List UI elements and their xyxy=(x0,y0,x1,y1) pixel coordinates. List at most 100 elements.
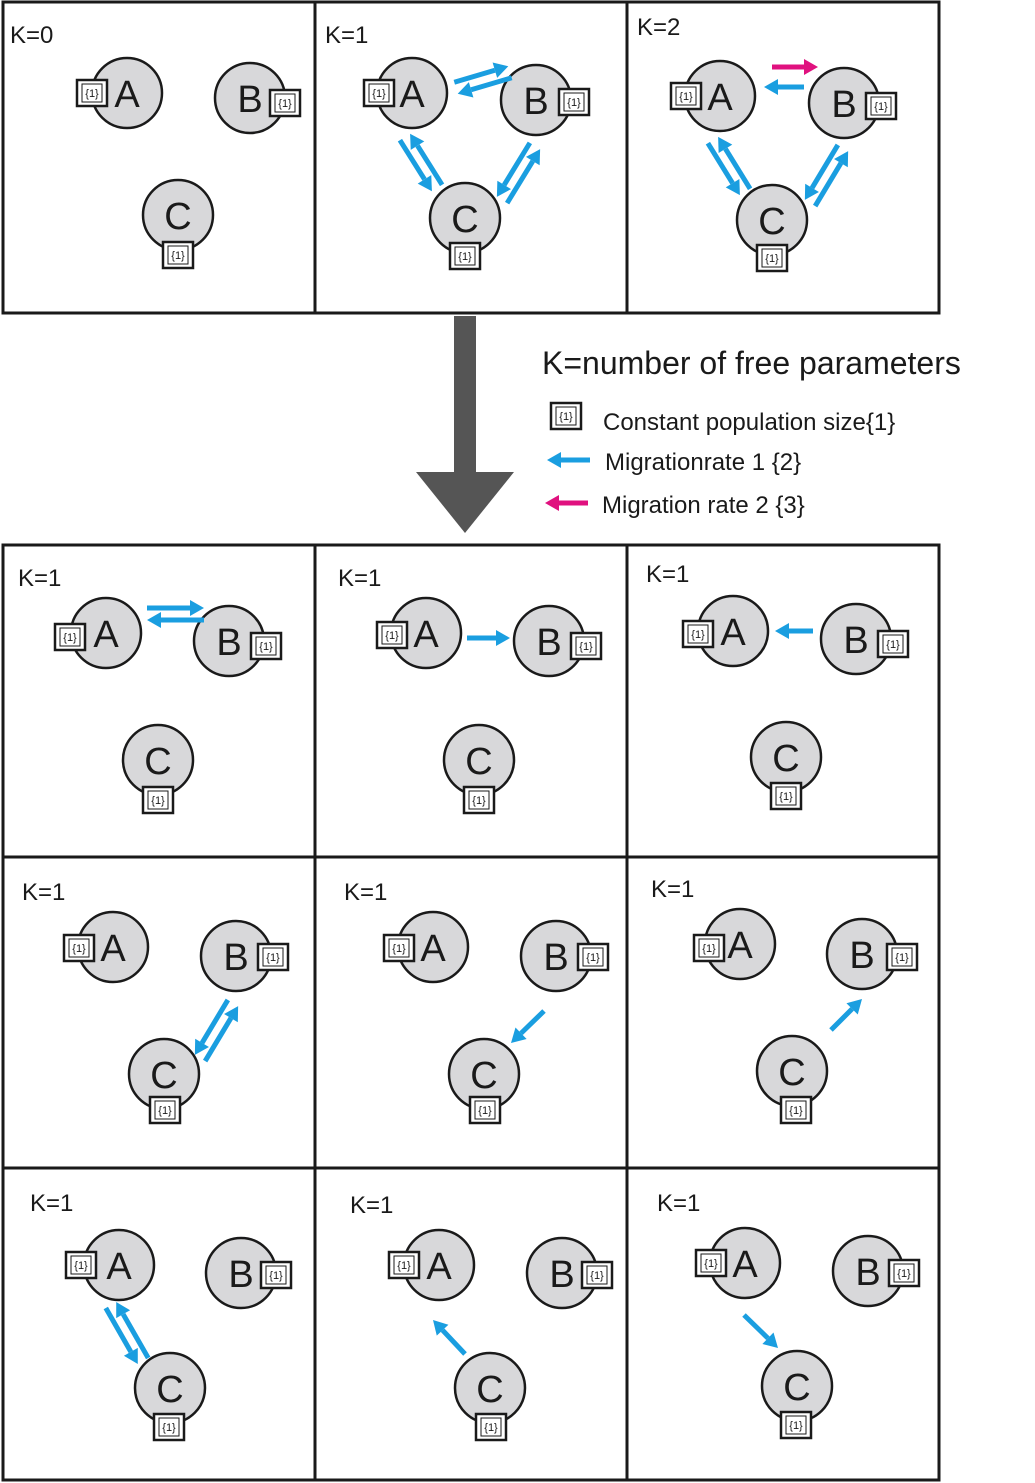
size-label: {1} xyxy=(372,88,386,100)
population-letter: C xyxy=(783,1367,810,1409)
migration-arrow-c-to-a xyxy=(718,136,753,191)
population-letter: A xyxy=(399,74,425,116)
arrow-head xyxy=(718,136,733,153)
population-letter: A xyxy=(732,1244,758,1286)
arrow-head xyxy=(116,1302,131,1319)
population-b: B {1} xyxy=(525,1236,614,1310)
arrow-head xyxy=(725,179,740,196)
population-c: C {1} xyxy=(735,183,809,273)
arrow-shaft xyxy=(519,1009,546,1036)
migration-arrow-b-to-a xyxy=(775,623,813,639)
migration-arrow-b-to-a xyxy=(457,75,513,98)
arrow-shaft xyxy=(502,141,533,187)
legend-title: K=number of free parameters xyxy=(542,345,961,381)
population-letter: A xyxy=(100,928,126,970)
size-label: {1} xyxy=(897,1268,911,1280)
migration-arrow-b-to-c xyxy=(496,141,533,197)
k-label: K=0 xyxy=(10,22,53,49)
k-label: K=1 xyxy=(646,561,689,588)
population-letter: B xyxy=(536,622,561,664)
bottom-model-9: K=1 A {1} B {1} C {1} xyxy=(625,1166,941,1482)
arrow-head xyxy=(834,151,849,168)
population-a: A {1} xyxy=(382,910,470,984)
population-c: C {1} xyxy=(127,1037,201,1125)
size-label: {1} xyxy=(702,943,716,955)
size-label: {1} xyxy=(579,641,593,653)
population-letter: A xyxy=(114,74,140,116)
migration-arrow-b-to-a xyxy=(764,79,804,95)
migration-arrow-c-to-b xyxy=(203,1006,239,1063)
legend-item-population-size: {1} Constant population size{1} xyxy=(549,401,895,436)
legend-arrow-rate-1 xyxy=(547,452,590,468)
arrow-head xyxy=(804,59,818,75)
arrow-head xyxy=(846,999,862,1015)
arrow-head xyxy=(224,1006,239,1023)
population-a: A {1} xyxy=(694,1226,782,1300)
size-label: {1} xyxy=(74,1260,88,1272)
migration-arrow-a-to-c xyxy=(397,138,432,192)
population-letter: B xyxy=(223,937,248,979)
population-b: B {1} xyxy=(819,602,910,676)
migration-arrow-b-to-a xyxy=(147,612,204,628)
legend: K=number of free parameters {1} Constant… xyxy=(542,345,961,519)
population-letter: A xyxy=(93,614,119,656)
k-label: K=1 xyxy=(22,879,65,906)
arrow-shaft xyxy=(813,161,844,208)
arrow-shaft xyxy=(453,67,496,85)
population-c: C {1} xyxy=(442,723,516,815)
population-letter: B xyxy=(523,81,548,123)
k-label: K=1 xyxy=(338,565,381,592)
arrow-head xyxy=(804,183,819,200)
population-letter: C xyxy=(144,741,171,783)
size-label: {1} xyxy=(704,1258,718,1270)
size-label: {1} xyxy=(478,1105,492,1117)
population-letter: A xyxy=(426,1246,452,1288)
arrow-shaft xyxy=(397,138,427,181)
legend-arrow-rate-2 xyxy=(545,495,588,511)
arrow-head xyxy=(417,175,432,192)
size-label: {1} xyxy=(559,411,573,423)
k-label: K=1 xyxy=(30,1190,73,1217)
migration-arrow-c-to-a xyxy=(433,1320,467,1356)
bottom-model-5: K=1 A {1} B {1} C {1} xyxy=(313,855,629,1170)
top-model-k1: K=1 A {1} B {1} C {1} xyxy=(313,0,629,315)
arrow-head xyxy=(525,149,541,166)
population-a: A {1} xyxy=(681,594,770,668)
arrow-shaft xyxy=(440,1328,467,1356)
size-label: {1} xyxy=(85,88,99,100)
population-a: A {1} xyxy=(669,59,757,133)
size-label: {1} xyxy=(397,1260,411,1272)
k-label: K=1 xyxy=(651,876,694,903)
arrow-shaft xyxy=(415,144,445,187)
flow-down-arrow xyxy=(416,316,514,533)
panel-border xyxy=(625,0,941,315)
bottom-model-4: K=1 A {1} B {1} C {1} xyxy=(1,855,317,1170)
arrow-shaft xyxy=(742,1313,770,1341)
population-letter: A xyxy=(106,1246,132,1288)
population-b: B {1} xyxy=(213,61,302,135)
migration-arrow-a-to-c xyxy=(742,1313,778,1348)
population-letter: B xyxy=(549,1254,574,1296)
arrow-shaft xyxy=(504,159,535,205)
population-letter: B xyxy=(237,79,262,121)
size-label: {1} xyxy=(886,639,900,651)
arrow-head xyxy=(496,180,512,197)
size-label: {1} xyxy=(278,98,292,110)
population-letter: B xyxy=(216,622,241,664)
population-a: A {1} xyxy=(75,56,164,130)
k-label: K=1 xyxy=(344,879,387,906)
migration-arrow-c-to-b xyxy=(813,151,849,208)
panel-border xyxy=(625,1166,941,1482)
population-letter: C xyxy=(164,196,191,238)
bottom-model-2: K=1 A {1} B {1} C {1} xyxy=(313,543,629,859)
arrow-head xyxy=(123,1347,138,1364)
arrow-head xyxy=(194,1038,209,1055)
migration-arrow-a-to-b xyxy=(147,600,204,616)
migration-arrow-a-to-b xyxy=(467,630,510,646)
migration-arrow-c-to-b xyxy=(504,149,541,205)
size-label: {1} xyxy=(590,1270,604,1282)
population-c: C {1} xyxy=(453,1351,527,1442)
population-letter: B xyxy=(831,84,856,126)
population-letter: C xyxy=(451,199,478,241)
migration-arrow-a-to-b xyxy=(453,62,509,85)
